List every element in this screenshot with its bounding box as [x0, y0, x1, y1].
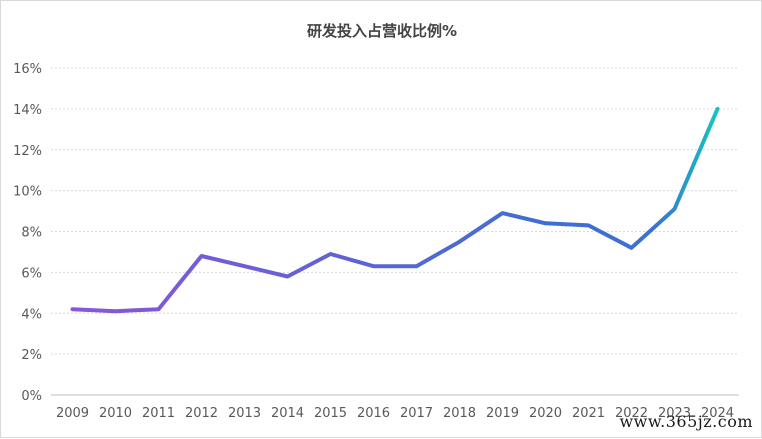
y-axis-ticks: 0% 2% 4% 6% 8% 10% 12% 14% 16%	[13, 62, 42, 404]
x-tick-label: 2012	[185, 406, 218, 421]
y-tick-label: 2%	[21, 348, 42, 363]
x-tick-label: 2020	[529, 406, 562, 421]
y-tick-label: 4%	[21, 307, 42, 322]
x-tick-label: 2013	[228, 406, 261, 421]
y-tick-label: 12%	[13, 144, 42, 159]
x-tick-label: 2009	[56, 406, 89, 421]
x-tick-label: 2021	[572, 406, 605, 421]
watermark: www.365jz.com	[619, 412, 753, 431]
chart-title: 研发投入占营收比例%	[307, 22, 457, 40]
x-tick-label: 2023	[658, 406, 691, 421]
series-group	[70, 106, 720, 314]
x-axis-ticks: 2009 2010 2011 2012 2013 2014 2015 2016 2017 2018…	[56, 406, 734, 421]
x-tick-label: 2019	[486, 406, 519, 421]
x-tick-label: 2011	[142, 406, 175, 421]
x-tick-label: 2015	[314, 406, 347, 421]
y-tick-label: 14%	[13, 103, 42, 118]
y-tick-label: 16%	[13, 62, 42, 77]
x-tick-label: 2016	[357, 406, 390, 421]
x-tick-label: 2010	[99, 406, 132, 421]
x-tick-label: 2017	[400, 406, 433, 421]
y-tick-label: 10%	[13, 185, 42, 200]
x-tick-label: 2014	[271, 406, 304, 421]
x-tick-label: 2024	[701, 406, 734, 421]
y-tick-label: 0%	[21, 389, 42, 404]
y-tick-label: 6%	[21, 266, 42, 281]
series-line	[70, 106, 720, 314]
x-tick-label: 2018	[443, 406, 476, 421]
gridlines	[51, 67, 739, 396]
x-tick-label: 2022	[615, 406, 648, 421]
y-tick-label: 8%	[21, 226, 42, 241]
